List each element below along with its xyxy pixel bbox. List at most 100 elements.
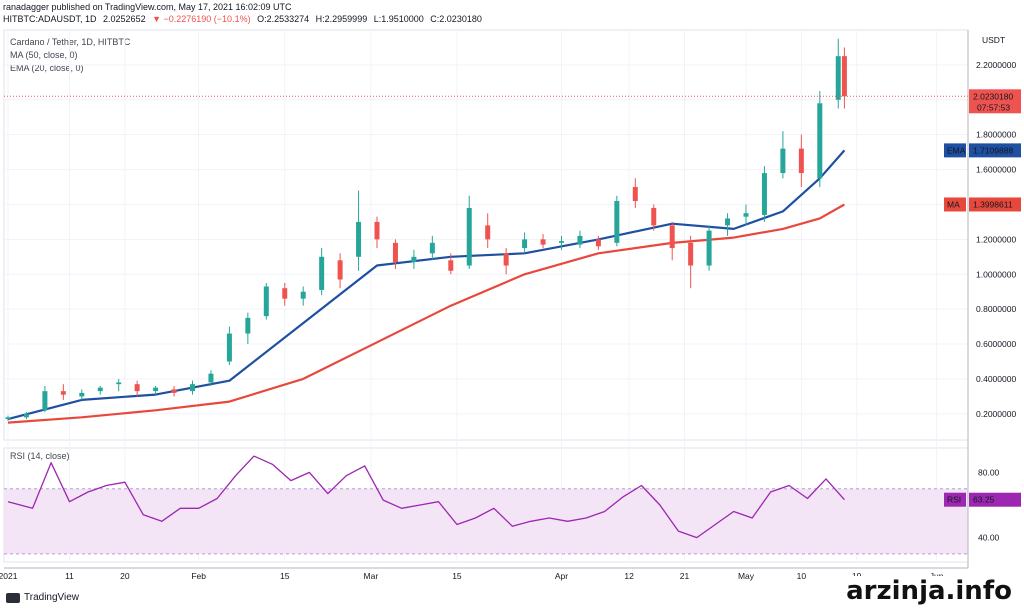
ema-series-line [7, 149, 846, 421]
ema-line [7, 149, 846, 421]
brand-label: TradingView [24, 592, 80, 603]
price-tick-label: 2.2000000 [976, 60, 1016, 70]
rsi-line [7, 455, 845, 539]
ma-series-line [7, 203, 845, 424]
ema-badge-name-bg [944, 143, 966, 158]
candle-body [725, 218, 731, 226]
candle-body [632, 187, 638, 201]
candle-body [60, 391, 66, 395]
watermark: arzinja.info [840, 576, 1018, 606]
time-tick-label: 12 [624, 571, 634, 581]
ema-badge-name: EMA [947, 145, 966, 155]
tradingview-brand: TradingView [6, 592, 79, 603]
candle-body [559, 241, 564, 243]
candle-body [448, 260, 454, 271]
time-tick-label: 20 [120, 571, 130, 581]
time-tick-label: Mar [364, 571, 379, 581]
header: ranadagger published on TradingView.com,… [0, 0, 1024, 28]
candle-body [798, 148, 804, 174]
last-price: 2.0252652 [103, 14, 146, 24]
candle-body [466, 207, 472, 266]
close-value: C:2.0230180 [430, 14, 482, 24]
rsi-title: RSI (14, close) [10, 451, 70, 461]
candle-body [614, 200, 620, 243]
candle-body [817, 103, 823, 179]
candle-body [5, 417, 11, 420]
rsi-badge-value-bg [969, 492, 1021, 507]
candle-body [503, 253, 509, 266]
grid [3, 29, 969, 563]
candle-body [245, 317, 251, 334]
ohlc-row: HITBTC:ADAUSDT, 1D 2.0252652 ▼ −0.227619… [3, 14, 486, 25]
ma-badge-value-bg [969, 197, 1021, 212]
price-tick-label: 0.4000000 [976, 374, 1016, 384]
rsi-series-line [7, 455, 845, 539]
candle-body [134, 384, 140, 392]
candle-body [208, 373, 214, 383]
time-tick-label: Feb [191, 571, 206, 581]
candle-body [835, 56, 841, 100]
candle-body [300, 291, 306, 299]
rsi-tick-label: 40.00 [978, 533, 1000, 543]
candle-body [374, 221, 380, 240]
tradingview-logo-icon [6, 592, 20, 603]
candle-body [263, 286, 269, 317]
time-tick-label: 15 [280, 571, 290, 581]
ma-badge-name: MA [947, 199, 960, 209]
price-tick-label: 1.2000000 [976, 234, 1016, 244]
candle-body [23, 413, 29, 418]
low-value: L:1.9510000 [373, 14, 424, 24]
candle-body [190, 384, 195, 392]
candle-body [392, 242, 398, 263]
candle-body [706, 230, 712, 266]
time-tick-label: 11 [65, 571, 74, 581]
candle-body [761, 173, 767, 215]
candle-body [522, 239, 528, 249]
legend-title: Cardano / Tether, 1D, HITBTC [10, 37, 131, 47]
countdown-label: 07:57:53 [977, 102, 1010, 112]
price-tick-label: 0.2000000 [976, 409, 1016, 419]
rsi-badge-value: 63.25 [973, 495, 995, 505]
candle-body [595, 239, 601, 247]
rsi-tick-label: 80.00 [978, 467, 1000, 477]
candle-body [79, 392, 85, 397]
ma-badge-value: 1.3998611 [973, 199, 1013, 209]
candle-body [337, 260, 343, 280]
candle-body [841, 56, 847, 97]
publisher-line: ranadagger published on TradingView.com,… [3, 2, 292, 12]
ema-badge-value-bg [969, 143, 1021, 158]
time-tick-label: 15 [452, 571, 462, 581]
candle-body [780, 148, 786, 174]
candle-body [429, 242, 435, 254]
legend-ema: EMA (20, close, 0) [10, 63, 84, 73]
candle-body [42, 391, 48, 411]
candles [4, 38, 968, 421]
price-change: ▼ −0.2276190 (−10.1%) [152, 14, 251, 24]
symbol-label: HITBTC:ADAUSDT, 1D [3, 14, 97, 24]
candle-body [319, 256, 325, 290]
price-tick-label: 1.6000000 [976, 165, 1016, 175]
rsi-band-fill [4, 488, 968, 554]
candle-body [540, 239, 546, 245]
ema-badge-value: 1.7109888 [973, 145, 1013, 155]
ma-badge-name-bg [944, 197, 966, 212]
price-tick-label: 1.0000000 [976, 269, 1016, 279]
legend-ma: MA (50, close, 0) [10, 50, 78, 60]
rsi-band [4, 488, 968, 555]
candle-body [411, 256, 417, 263]
time-tick-label: 21 [680, 571, 690, 581]
rsi-badge-name: RSI [947, 495, 961, 505]
candle-body [153, 387, 159, 392]
candle-body [282, 288, 288, 299]
price-tick-label: 0.8000000 [976, 304, 1016, 314]
price-tick-label: 0.6000000 [976, 339, 1016, 349]
candle-body [669, 225, 675, 249]
candle-body [116, 382, 122, 385]
candle-body [485, 225, 491, 240]
time-tick-label: 2021 [0, 571, 18, 581]
high-value: H:2.2959999 [315, 14, 368, 24]
price-badge: 2.0230180 [973, 91, 1013, 101]
candle-body [171, 389, 177, 393]
